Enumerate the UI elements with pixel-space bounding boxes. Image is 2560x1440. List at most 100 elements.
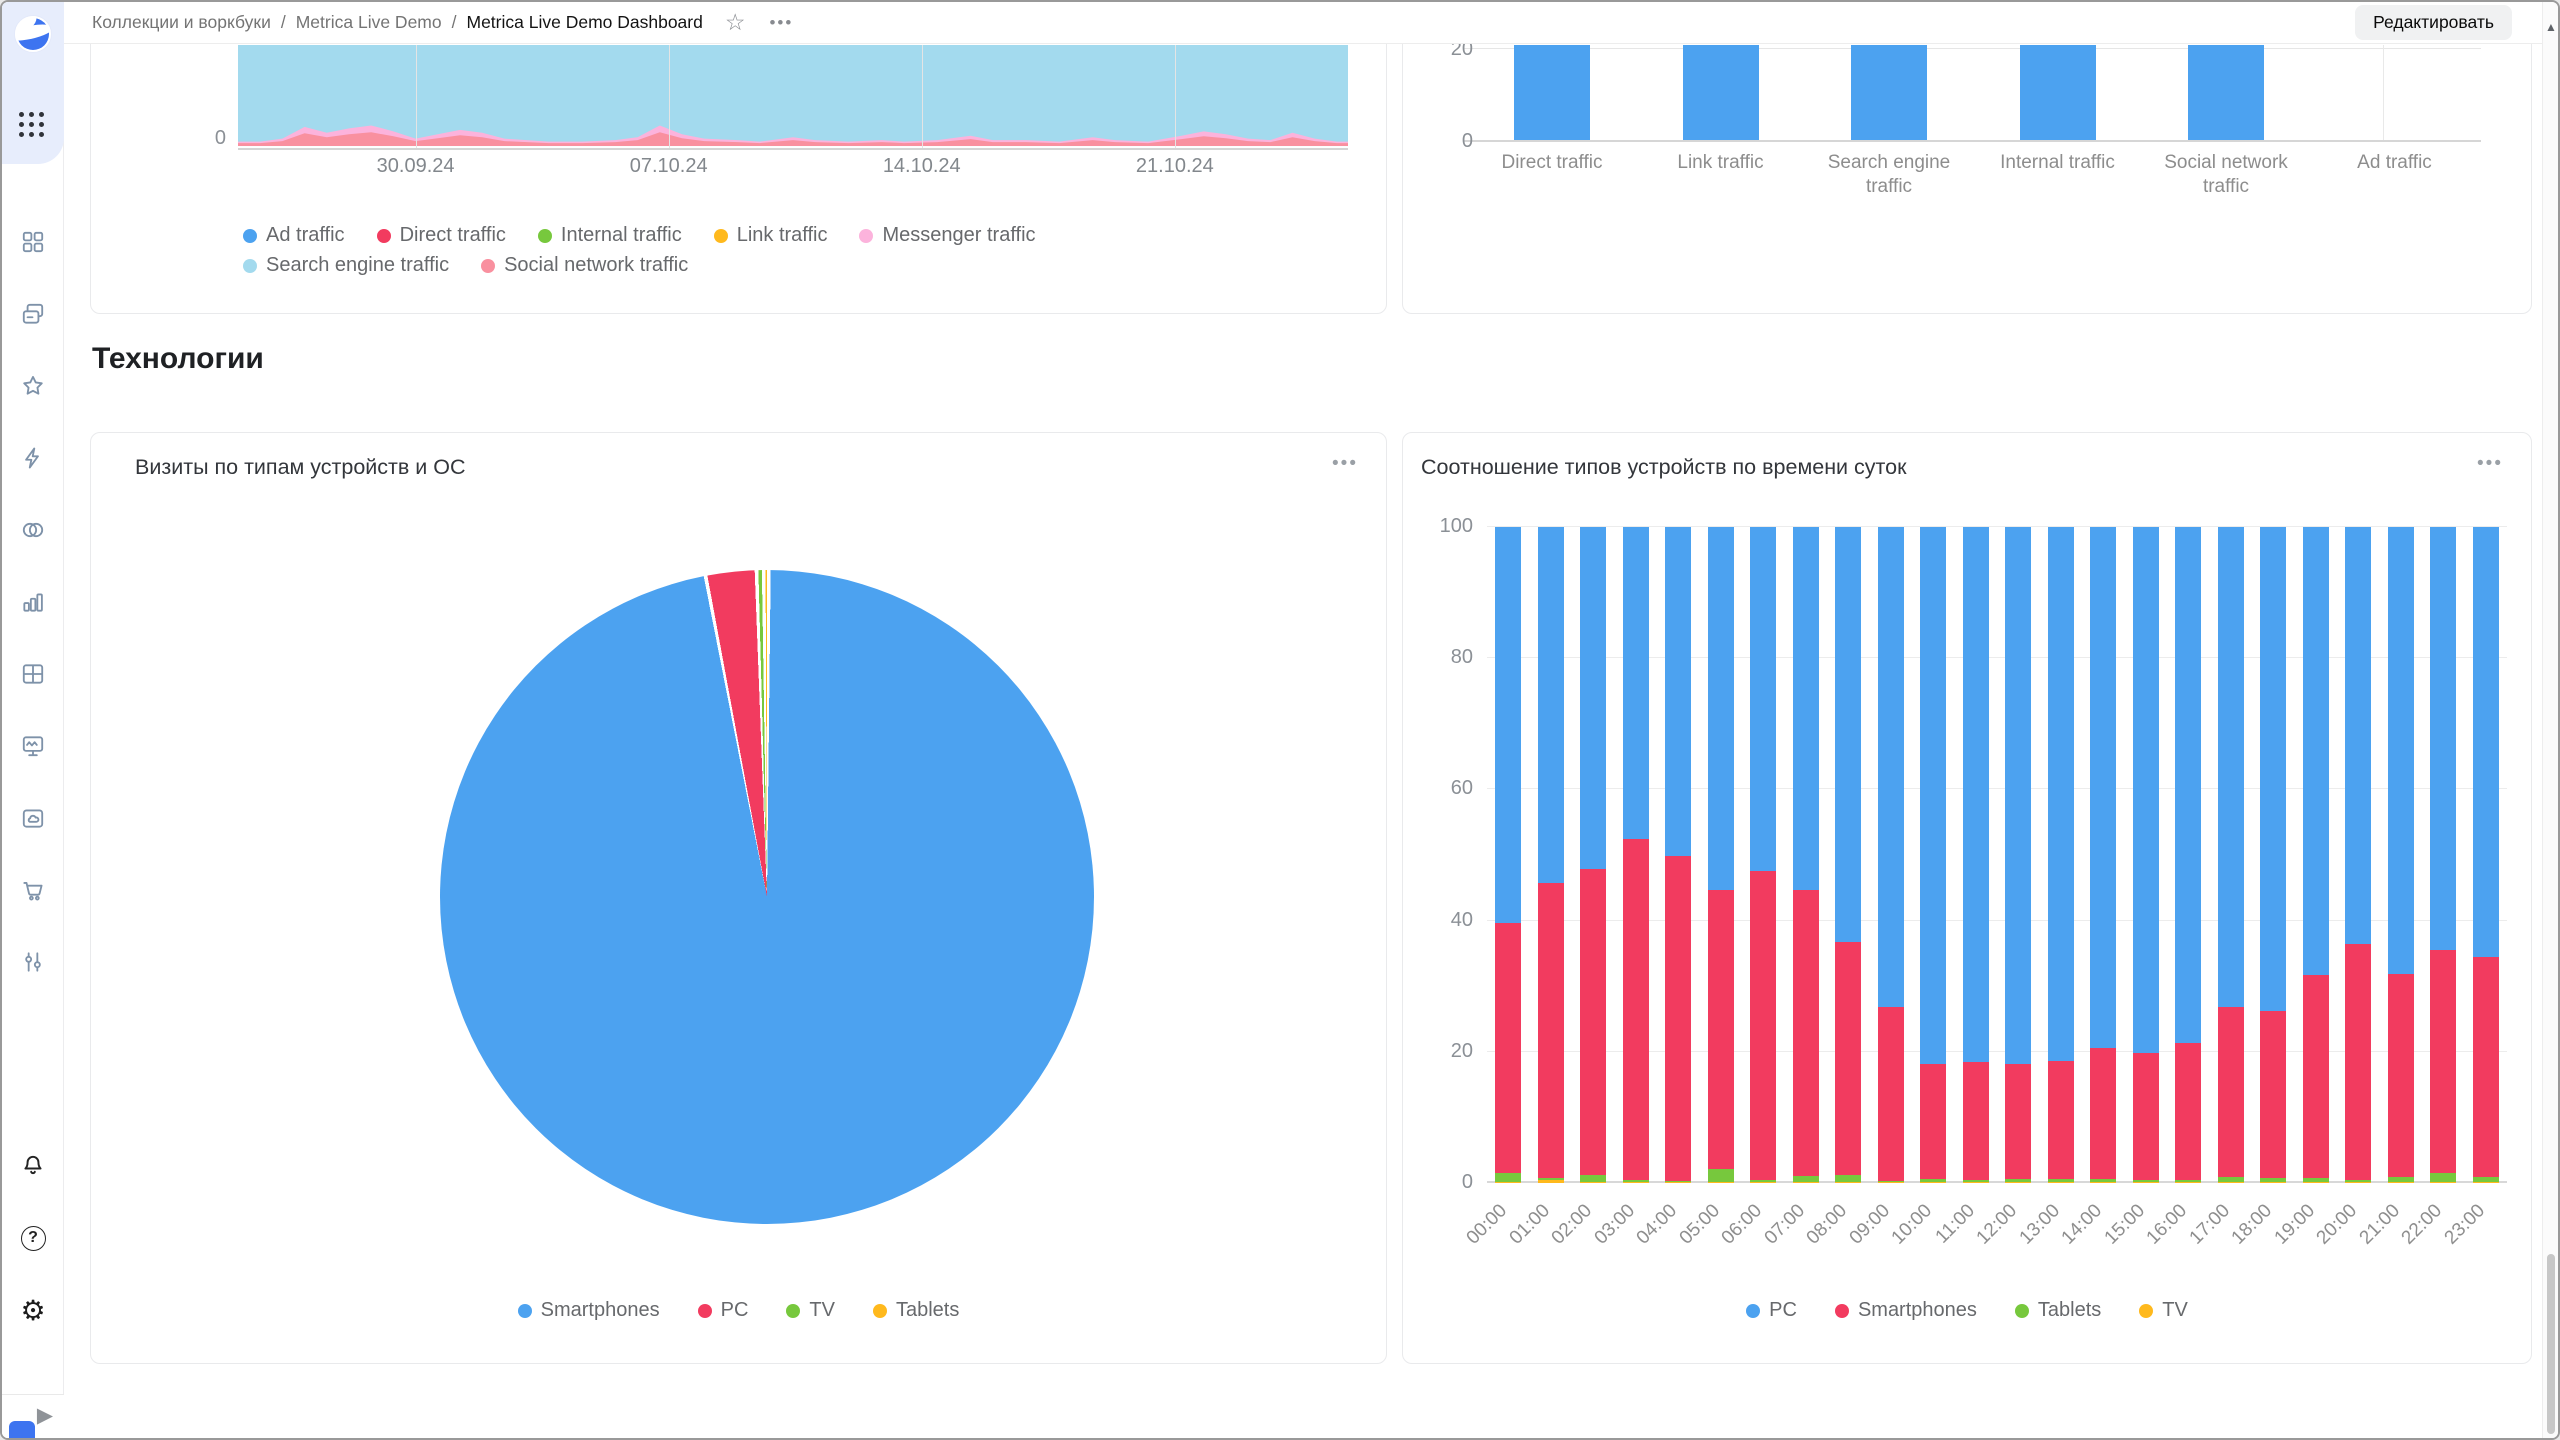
segment-smartphones-05:00[interactable] (1707, 890, 1734, 1170)
segment-tv-03:00[interactable] (1622, 1182, 1649, 1183)
legend-item-search-engine-traffic[interactable]: Search engine traffic (243, 254, 449, 277)
sidebar-item-charts[interactable] (20, 589, 46, 615)
assistant-widget[interactable] (9, 1421, 35, 1438)
datalens-logo[interactable] (14, 15, 52, 53)
segment-tv-13:00[interactable] (2047, 1182, 2074, 1183)
segment-smartphones-09:00[interactable] (1877, 1007, 1904, 1182)
more-menu-icon[interactable]: ••• (769, 12, 794, 32)
legend-item-pc[interactable]: PC (1746, 1299, 1797, 1322)
legend-item-ad-traffic[interactable]: Ad traffic (243, 224, 345, 247)
segment-smartphones-12:00[interactable] (2005, 1064, 2032, 1180)
segment-smartphones-00:00[interactable] (1495, 923, 1522, 1173)
segment-tv-20:00[interactable] (2345, 1182, 2372, 1183)
segment-tablets-22:00[interactable] (2430, 1172, 2457, 1183)
legend-item-direct-traffic[interactable]: Direct traffic (376, 224, 506, 247)
segment-tablets-03:00[interactable] (1622, 1180, 1649, 1183)
segment-tv-14:00[interactable] (2090, 1182, 2117, 1183)
sidebar-item-collections[interactable] (20, 301, 46, 327)
legend-item-tablets[interactable]: Tablets (872, 1299, 959, 1322)
segment-smartphones-19:00[interactable] (2302, 975, 2329, 1179)
segment-pc-10:00[interactable] (1920, 527, 1947, 1065)
bar-internal-traffic[interactable] (2019, 45, 2096, 140)
scroll-up-arrow[interactable]: ▲ (2545, 20, 2557, 34)
segment-tablets-10:00[interactable] (1920, 1179, 1947, 1183)
segment-pc-07:00[interactable] (1792, 527, 1819, 891)
segment-pc-13:00[interactable] (2047, 527, 2074, 1062)
segment-smartphones-08:00[interactable] (1835, 941, 1862, 1175)
segment-pc-04:00[interactable] (1665, 527, 1692, 857)
legend-item-messenger-traffic[interactable]: Messenger traffic (859, 224, 1036, 247)
segment-smartphones-07:00[interactable] (1792, 890, 1819, 1176)
segment-smartphones-10:00[interactable] (1920, 1064, 1947, 1180)
sidebar-item-navigation[interactable] (20, 229, 46, 255)
segment-tablets-02:00[interactable] (1580, 1174, 1607, 1183)
segment-tablets-09:00[interactable] (1877, 1181, 1904, 1183)
bar-search-engine-traffic[interactable] (1851, 45, 1927, 140)
segment-tablets-11:00[interactable] (1962, 1180, 1989, 1183)
edit-button[interactable]: Редактировать (2355, 5, 2512, 40)
expand-sidebar-button[interactable]: ▶ (36, 1404, 53, 1427)
legend-item-social-network-traffic[interactable]: Social network traffic (481, 254, 688, 277)
segment-tablets-08:00[interactable] (1835, 1174, 1862, 1183)
segment-tv-21:00[interactable] (2387, 1182, 2414, 1183)
segment-tv-15:00[interactable] (2132, 1182, 2159, 1183)
segment-tablets-18:00[interactable] (2260, 1177, 2287, 1183)
segment-pc-17:00[interactable] (2217, 527, 2244, 1007)
legend-item-smartphones[interactable]: Smartphones (517, 1299, 660, 1322)
segment-tv-22:00[interactable] (2430, 1182, 2457, 1183)
scrollbar-thumb[interactable] (2547, 1254, 2555, 1434)
segment-tv-04:00[interactable] (1665, 1182, 1692, 1183)
segment-tablets-06:00[interactable] (1750, 1179, 1777, 1183)
segment-tv-12:00[interactable] (2005, 1182, 2032, 1183)
legend-item-tv[interactable]: TV (786, 1299, 835, 1322)
segment-pc-00:00[interactable] (1495, 527, 1522, 924)
pie-chart[interactable] (440, 570, 1094, 1224)
widget-menu-icon[interactable]: ••• (1332, 453, 1358, 474)
segment-tablets-23:00[interactable] (2472, 1177, 2499, 1183)
segment-pc-03:00[interactable] (1622, 527, 1649, 840)
segment-tv-06:00[interactable] (1750, 1182, 1777, 1183)
segment-tv-11:00[interactable] (1962, 1182, 1989, 1183)
segment-tablets-14:00[interactable] (2090, 1179, 2117, 1183)
apps-grid-icon[interactable] (19, 112, 44, 137)
segment-pc-20:00[interactable] (2345, 527, 2372, 945)
segment-tv-18:00[interactable] (2260, 1182, 2287, 1183)
bar-direct-traffic[interactable] (1514, 45, 1590, 140)
segment-smartphones-03:00[interactable] (1622, 839, 1649, 1181)
widget-menu-icon[interactable]: ••• (2477, 453, 2503, 474)
segment-tv-09:00[interactable] (1877, 1182, 1904, 1183)
segment-tv-02:00[interactable] (1580, 1182, 1607, 1183)
segment-tv-00:00[interactable] (1495, 1182, 1522, 1183)
segment-smartphones-14:00[interactable] (2090, 1047, 2117, 1180)
sidebar-item-connections[interactable] (20, 517, 46, 543)
segment-pc-19:00[interactable] (2302, 527, 2329, 976)
segment-tablets-20:00[interactable] (2345, 1180, 2372, 1183)
segment-tablets-19:00[interactable] (2302, 1178, 2329, 1183)
legend-item-pc[interactable]: PC (697, 1299, 748, 1322)
sidebar-item-dashboards[interactable] (20, 661, 46, 687)
segment-pc-11:00[interactable] (1962, 527, 1989, 1063)
breadcrumb-collections[interactable]: Коллекции и воркбуки (92, 12, 271, 32)
segment-tablets-15:00[interactable] (2132, 1180, 2159, 1183)
legend-item-tv[interactable]: TV (2139, 1299, 2188, 1322)
sidebar-item-editor[interactable] (20, 445, 46, 471)
segment-pc-22:00[interactable] (2430, 527, 2457, 950)
segment-tablets-12:00[interactable] (2005, 1179, 2032, 1183)
segment-smartphones-17:00[interactable] (2217, 1006, 2244, 1178)
segment-pc-06:00[interactable] (1750, 527, 1777, 872)
help-button[interactable]: ? (20, 1225, 46, 1251)
segment-pc-12:00[interactable] (2005, 527, 2032, 1065)
segment-tablets-01:00[interactable] (1537, 1178, 1564, 1181)
sidebar-item-storage[interactable] (20, 805, 46, 831)
segment-smartphones-20:00[interactable] (2345, 944, 2372, 1181)
segment-tablets-21:00[interactable] (2387, 1177, 2414, 1183)
segment-tv-01:00[interactable] (1537, 1180, 1564, 1183)
segment-pc-09:00[interactable] (1877, 527, 1904, 1008)
segment-tv-23:00[interactable] (2472, 1182, 2499, 1183)
sidebar-item-marketplace[interactable] (20, 877, 46, 903)
segment-pc-01:00[interactable] (1537, 527, 1564, 884)
segment-tv-19:00[interactable] (2302, 1182, 2329, 1183)
segment-tablets-16:00[interactable] (2175, 1180, 2202, 1183)
segment-smartphones-16:00[interactable] (2175, 1042, 2202, 1181)
notifications-button[interactable] (20, 1152, 46, 1178)
